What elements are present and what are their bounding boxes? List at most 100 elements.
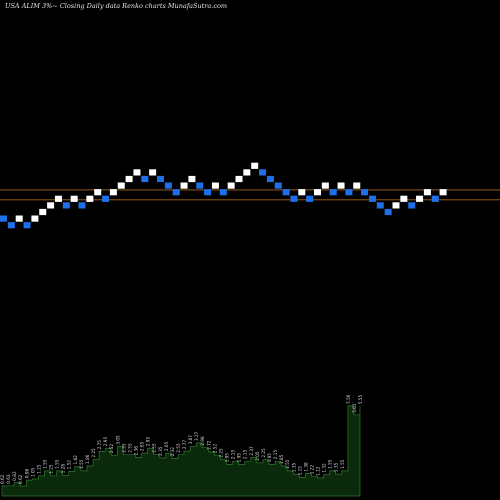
volume-label-53: 1.32 xyxy=(322,463,327,473)
volume-label-12: 1.82 xyxy=(73,455,78,465)
renko-brick-3 xyxy=(23,222,31,229)
volume-label-6: 1.25 xyxy=(36,464,41,474)
renko-brick-2 xyxy=(15,215,23,222)
volume-label-4: 0.98 xyxy=(24,468,29,478)
volume-label-29: 2.55 xyxy=(176,443,181,453)
chart-title: USA ALIM 3%~ Closing Daily data Renko ch… xyxy=(5,2,227,10)
volume-label-23: 2.65 xyxy=(140,441,145,451)
volume-label-20: 2.55 xyxy=(121,443,126,453)
renko-brick-9 xyxy=(70,195,78,202)
volume-label-47: 1.55 xyxy=(285,459,290,469)
renko-brick-28 xyxy=(219,189,227,196)
volume-label-57: 5.56 xyxy=(346,394,351,404)
volume-label-48: 1.35 xyxy=(291,462,296,472)
volume-label-11: 1.52 xyxy=(67,460,72,470)
volume-label-14: 1.86 xyxy=(85,454,90,464)
renko-brick-13 xyxy=(102,195,110,202)
volume-label-0: 0.62 xyxy=(0,474,5,484)
volume-label-44: 1.95 xyxy=(267,453,272,463)
volume-label-24: 2.95 xyxy=(146,437,151,447)
volume-labels: 0.62 0.63 0.82 0.620.98 1.05 1.251.551.251.55… xyxy=(0,394,363,484)
renko-brick-14 xyxy=(109,189,117,196)
renko-brick-11 xyxy=(86,195,94,202)
renko-brick-52 xyxy=(408,202,416,209)
renko-brick-32 xyxy=(251,162,259,169)
volume-label-19: 3.05 xyxy=(115,435,120,445)
volume-label-39: 1.95 xyxy=(237,453,242,463)
volume-label-35: 2.52 xyxy=(212,444,217,454)
renko-brick-22 xyxy=(172,189,180,196)
renko-brick-18 xyxy=(141,175,149,183)
renko-brick-7 xyxy=(54,195,62,202)
volume-label-45: 2.15 xyxy=(273,450,278,460)
renko-brick-27 xyxy=(211,182,219,189)
renko-brick-5 xyxy=(39,208,47,216)
volume-area xyxy=(1,405,361,497)
renko-brick-47 xyxy=(368,195,376,202)
renko-brick-16 xyxy=(125,175,133,183)
renko-brick-53 xyxy=(416,195,424,202)
renko-brick-10 xyxy=(78,202,86,209)
renko-brick-4 xyxy=(31,215,39,222)
renko-brick-40 xyxy=(314,189,321,196)
volume-label-2: 0.82 xyxy=(12,471,17,481)
volume-label-25: 2.55 xyxy=(152,443,157,453)
renko-brick-42 xyxy=(329,189,337,196)
volume-label-50: 1.38 xyxy=(303,462,308,472)
renko-brick-15 xyxy=(117,182,125,189)
volume-label-8: 1.25 xyxy=(49,464,54,474)
renko-brick-26 xyxy=(204,189,212,196)
volume-label-21: 2.55 xyxy=(127,443,132,453)
volume-label-13: 1.55 xyxy=(79,459,84,469)
volume-label-46: 1.85 xyxy=(279,454,284,464)
renko-brick-8 xyxy=(62,202,70,209)
volume-label-15: 2.25 xyxy=(91,448,96,458)
volume-label-55: 1.35 xyxy=(334,462,339,472)
renko-brick-55 xyxy=(431,195,439,202)
renko-brick-29 xyxy=(227,182,235,189)
volume-label-49: 1.15 xyxy=(297,466,302,476)
volume-label-28: 2.32 xyxy=(170,447,175,457)
volume-label-59: 5.55 xyxy=(358,394,363,404)
renko-brick-12 xyxy=(94,189,102,196)
volume-label-30: 2.77 xyxy=(182,439,187,449)
renko-brick-1 xyxy=(7,222,15,229)
volume-label-58: 5.01 xyxy=(352,403,357,413)
renko-brick-36 xyxy=(282,189,290,196)
volume-label-7: 1.55 xyxy=(43,459,48,469)
renko-brick-48 xyxy=(376,202,384,209)
renko-brick-20 xyxy=(157,175,164,183)
volume-label-31: 3.07 xyxy=(188,435,193,445)
volume-label-34: 2.72 xyxy=(206,440,211,450)
renko-brick-37 xyxy=(290,195,298,202)
volume-label-26: 2.35 xyxy=(158,446,163,456)
volume-label-37: 1.95 xyxy=(225,453,230,463)
renko-brick-30 xyxy=(235,175,243,183)
renko-brick-35 xyxy=(274,182,282,189)
renko-brick-43 xyxy=(337,182,345,189)
volume-label-51: 1.22 xyxy=(310,465,315,475)
volume-label-9: 1.55 xyxy=(55,459,60,469)
volume-label-54: 1.55 xyxy=(328,459,333,469)
renko-brick-23 xyxy=(180,182,188,189)
renko-brick-19 xyxy=(149,169,157,176)
renko-brick-46 xyxy=(361,189,369,196)
volume-label-41: 2.37 xyxy=(249,446,254,456)
volume-label-17: 2.95 xyxy=(103,437,108,447)
volume-label-40: 2.15 xyxy=(243,450,248,460)
renko-brick-25 xyxy=(196,182,204,189)
volume-label-38: 2.15 xyxy=(231,450,236,460)
volume-label-33: 2.98 xyxy=(200,436,205,446)
renko-brick-31 xyxy=(243,169,251,176)
renko-brick-50 xyxy=(392,202,400,209)
renko-brick-54 xyxy=(423,189,431,196)
volume-label-16: 2.75 xyxy=(97,440,102,450)
volume-label-43: 2.25 xyxy=(261,448,266,458)
renko-brick-51 xyxy=(400,195,408,202)
renko-brick-17 xyxy=(133,169,141,176)
renko-brick-44 xyxy=(345,189,353,196)
volume-label-52: 1.12 xyxy=(316,466,321,476)
renko-brick-34 xyxy=(266,175,274,183)
